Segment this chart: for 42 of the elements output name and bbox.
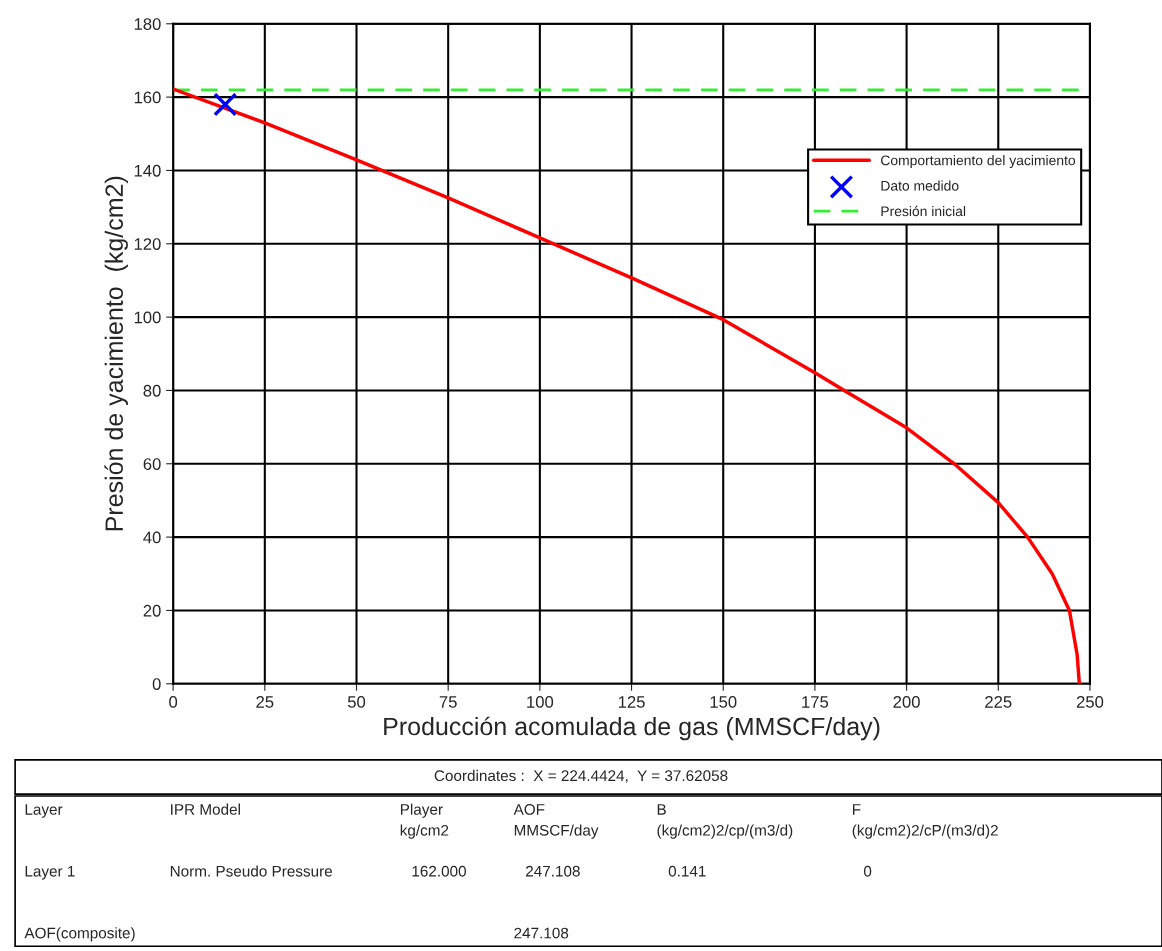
- y-tick-label: 20: [143, 604, 161, 617]
- text: 162.000: [412, 865, 466, 877]
- x-tick-label: 250: [1076, 696, 1104, 708]
- text: AOF MMSCF/day: [513, 804, 599, 839]
- text: IPR Model: [171, 803, 240, 815]
- text: AOF(composite): [24, 927, 135, 942]
- x-tick-label: 150: [710, 696, 737, 708]
- text: Coordinates : X = 224.4424, Y = 37.62058: [434, 769, 728, 783]
- x-tick-label: 0: [169, 696, 178, 708]
- text: Player kg/cm2: [400, 803, 449, 839]
- text: 247.108: [525, 865, 580, 877]
- text: 0: [863, 865, 872, 877]
- y-tick-label: 120: [134, 238, 161, 250]
- x-tick-label: 175: [802, 696, 829, 708]
- y-tick-label: 80: [143, 384, 161, 397]
- x-tick-label: 75: [439, 696, 457, 708]
- text: Layer 1: [25, 865, 75, 880]
- text: B (kg/cm2)2/cp/(m3/d): [657, 804, 793, 839]
- legend-label: Dato medido: [881, 180, 959, 191]
- x-tick-label: 125: [618, 696, 645, 708]
- y-axis-title: Presión de yacimiento (kg/cm2): [104, 176, 128, 531]
- text: Norm. Pseudo Pressure: [170, 865, 332, 877]
- x-tick-label: 200: [893, 696, 920, 708]
- y-tick-label: 40: [143, 531, 161, 544]
- line-series: [173, 87, 1082, 684]
- legend-label: Presión inicial: [881, 205, 966, 217]
- text: 247.108: [514, 927, 569, 939]
- text: 0.141: [668, 865, 706, 877]
- y-tick-label: 0: [152, 678, 161, 690]
- x-tick-label: 50: [347, 696, 366, 708]
- x-tick-label: 100: [527, 696, 554, 708]
- x-tick-label: 225: [985, 696, 1012, 708]
- y-tick-label: 60: [143, 458, 161, 470]
- y-tick-label: 180: [134, 18, 161, 30]
- x-tick-label: 25: [256, 696, 274, 708]
- y-tick-label: 160: [134, 91, 161, 104]
- text: Layer: [25, 804, 63, 818]
- y-tick-label: 100: [134, 311, 161, 324]
- y-tick-label: 140: [134, 164, 161, 177]
- x-axis-title: Producción acomulada de gas (MMSCF/day): [384, 716, 880, 741]
- text: F (kg/cm2)2/cP/(m3/d)2: [852, 804, 998, 839]
- legend-label: Comportamiento del yacimiento: [881, 155, 1076, 169]
